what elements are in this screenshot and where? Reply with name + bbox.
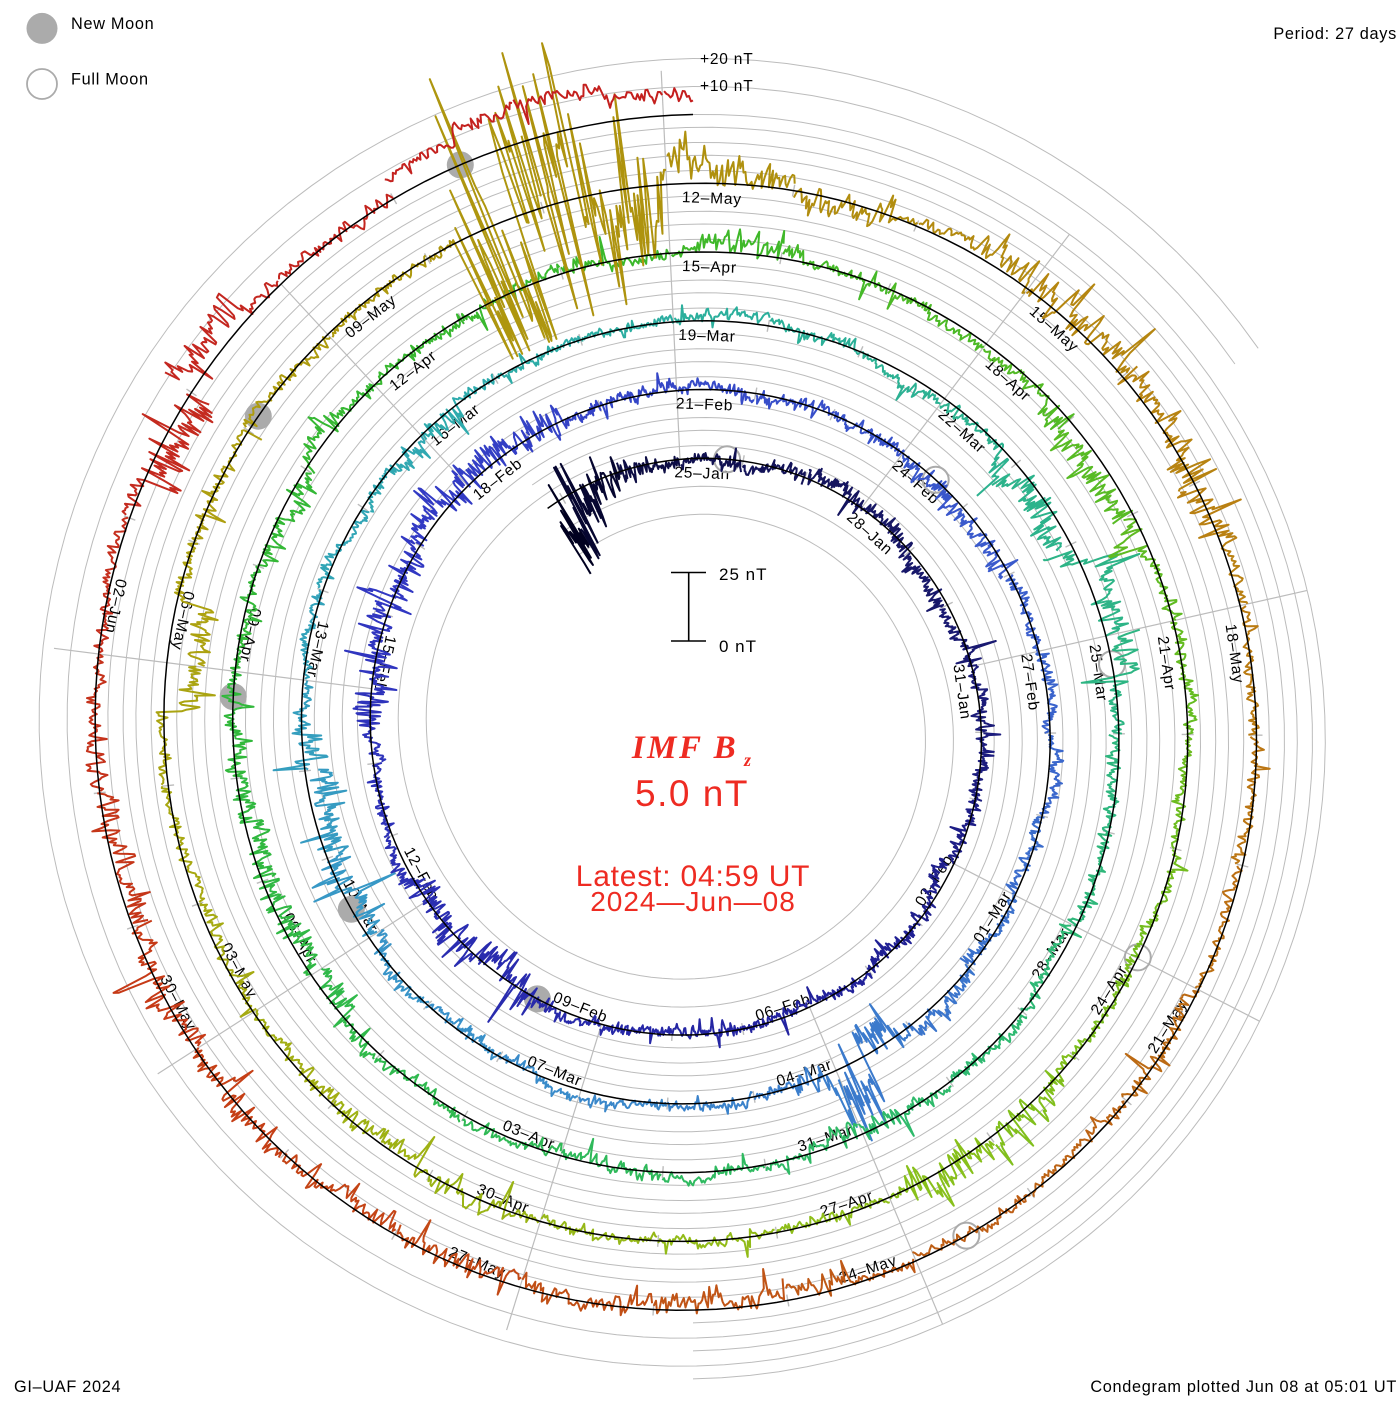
- svg-text:5.0 nT: 5.0 nT: [635, 773, 749, 814]
- svg-text:21–Feb: 21–Feb: [676, 395, 734, 414]
- svg-text:IMF B: IMF B: [631, 730, 738, 766]
- svg-text:Full Moon: Full Moon: [71, 71, 149, 89]
- svg-text:15–Apr: 15–Apr: [682, 258, 737, 277]
- svg-text:GI–UAF 2024: GI–UAF 2024: [14, 1378, 121, 1396]
- svg-text:Condegram plotted Jun 08 at 05: Condegram plotted Jun 08 at 05:01 UT: [1090, 1378, 1397, 1396]
- svg-text:+10 nT: +10 nT: [700, 78, 754, 95]
- svg-text:0 nT: 0 nT: [719, 637, 757, 656]
- svg-text:19–Mar: 19–Mar: [678, 327, 736, 346]
- svg-text:+20 nT: +20 nT: [700, 51, 754, 68]
- svg-text:Period: 27 days: Period: 27 days: [1273, 25, 1397, 43]
- svg-text:2024—Jun—08: 2024—Jun—08: [590, 886, 796, 917]
- svg-text:New Moon: New Moon: [71, 15, 154, 33]
- svg-text:z: z: [743, 750, 751, 770]
- svg-text:12–May: 12–May: [682, 189, 743, 208]
- svg-text:25 nT: 25 nT: [719, 565, 767, 584]
